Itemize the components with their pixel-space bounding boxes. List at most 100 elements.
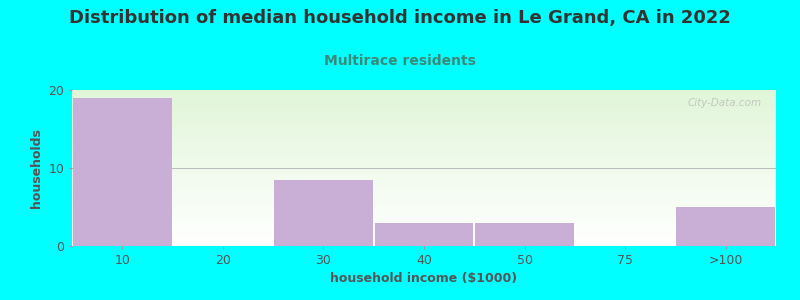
Bar bbox=[72, 217, 776, 218]
Bar bbox=[72, 175, 776, 176]
Bar bbox=[72, 172, 776, 173]
Bar bbox=[72, 196, 776, 197]
Bar bbox=[72, 221, 776, 222]
Bar bbox=[72, 161, 776, 162]
Bar bbox=[72, 213, 776, 214]
Bar bbox=[72, 179, 776, 180]
Bar bbox=[72, 215, 776, 216]
Bar bbox=[72, 97, 776, 98]
X-axis label: household income ($1000): household income ($1000) bbox=[330, 272, 518, 285]
Bar bbox=[72, 132, 776, 133]
Bar bbox=[72, 244, 776, 245]
Bar bbox=[72, 145, 776, 146]
Bar bbox=[72, 192, 776, 193]
Bar bbox=[72, 103, 776, 104]
Bar bbox=[72, 114, 776, 115]
Bar bbox=[72, 110, 776, 111]
Bar bbox=[72, 184, 776, 185]
Bar bbox=[72, 100, 776, 101]
Bar bbox=[72, 227, 776, 228]
Bar bbox=[72, 111, 776, 112]
Bar bbox=[72, 171, 776, 172]
Bar bbox=[72, 166, 776, 167]
Bar bbox=[72, 176, 776, 177]
Bar bbox=[72, 186, 776, 187]
Bar bbox=[72, 214, 776, 215]
Bar bbox=[72, 218, 776, 219]
Bar bbox=[72, 159, 776, 160]
Bar bbox=[72, 162, 776, 163]
Bar bbox=[72, 143, 776, 144]
Bar bbox=[72, 199, 776, 200]
Bar bbox=[72, 240, 776, 241]
Bar bbox=[72, 124, 776, 125]
Bar bbox=[72, 102, 776, 103]
Bar bbox=[72, 220, 776, 221]
Bar bbox=[72, 203, 776, 204]
Bar bbox=[72, 211, 776, 212]
Bar bbox=[72, 236, 776, 237]
Bar bbox=[72, 115, 776, 116]
Bar bbox=[72, 138, 776, 139]
Bar bbox=[72, 98, 776, 99]
Bar bbox=[72, 133, 776, 134]
Bar bbox=[72, 200, 776, 201]
Bar bbox=[72, 106, 776, 107]
Bar bbox=[72, 150, 776, 151]
Bar bbox=[72, 117, 776, 118]
Bar bbox=[72, 128, 776, 129]
Bar bbox=[72, 131, 776, 132]
Bar bbox=[72, 107, 776, 108]
Bar bbox=[72, 177, 776, 178]
Bar bbox=[72, 241, 776, 242]
Bar bbox=[72, 225, 776, 226]
Bar bbox=[72, 155, 776, 156]
Bar bbox=[72, 230, 776, 231]
Bar bbox=[72, 194, 776, 195]
Bar bbox=[72, 125, 776, 126]
Bar bbox=[72, 207, 776, 208]
Bar bbox=[72, 190, 776, 191]
Bar bbox=[72, 185, 776, 186]
Text: City-Data.com: City-Data.com bbox=[688, 98, 762, 108]
Bar bbox=[72, 109, 776, 110]
Bar bbox=[72, 181, 776, 182]
Bar bbox=[72, 188, 776, 189]
Bar bbox=[72, 139, 776, 140]
Bar bbox=[72, 167, 776, 168]
Bar bbox=[72, 104, 776, 105]
Bar bbox=[72, 94, 776, 95]
Bar bbox=[72, 237, 776, 238]
Bar bbox=[72, 153, 776, 154]
Bar bbox=[72, 208, 776, 209]
Bar bbox=[72, 195, 776, 196]
Bar bbox=[72, 92, 776, 93]
Bar bbox=[72, 142, 776, 143]
Bar bbox=[72, 222, 776, 223]
Bar bbox=[72, 198, 776, 199]
Bar bbox=[72, 95, 776, 96]
Bar bbox=[72, 135, 776, 136]
Bar bbox=[72, 140, 776, 141]
Bar bbox=[72, 164, 776, 165]
Bar bbox=[72, 134, 776, 135]
Bar bbox=[677, 207, 775, 246]
Bar bbox=[72, 93, 776, 94]
Bar bbox=[72, 163, 776, 164]
Bar bbox=[72, 204, 776, 205]
Bar bbox=[374, 223, 474, 246]
Bar bbox=[72, 216, 776, 217]
Bar bbox=[72, 193, 776, 194]
Text: Distribution of median household income in Le Grand, CA in 2022: Distribution of median household income … bbox=[69, 9, 731, 27]
Bar bbox=[72, 144, 776, 145]
Bar bbox=[72, 180, 776, 181]
Bar bbox=[72, 122, 776, 123]
Bar bbox=[72, 201, 776, 202]
Bar bbox=[72, 118, 776, 119]
Bar bbox=[72, 219, 776, 220]
Bar bbox=[72, 112, 776, 113]
Bar bbox=[72, 228, 776, 229]
Bar bbox=[475, 223, 574, 246]
Bar bbox=[72, 197, 776, 198]
Bar bbox=[72, 205, 776, 206]
